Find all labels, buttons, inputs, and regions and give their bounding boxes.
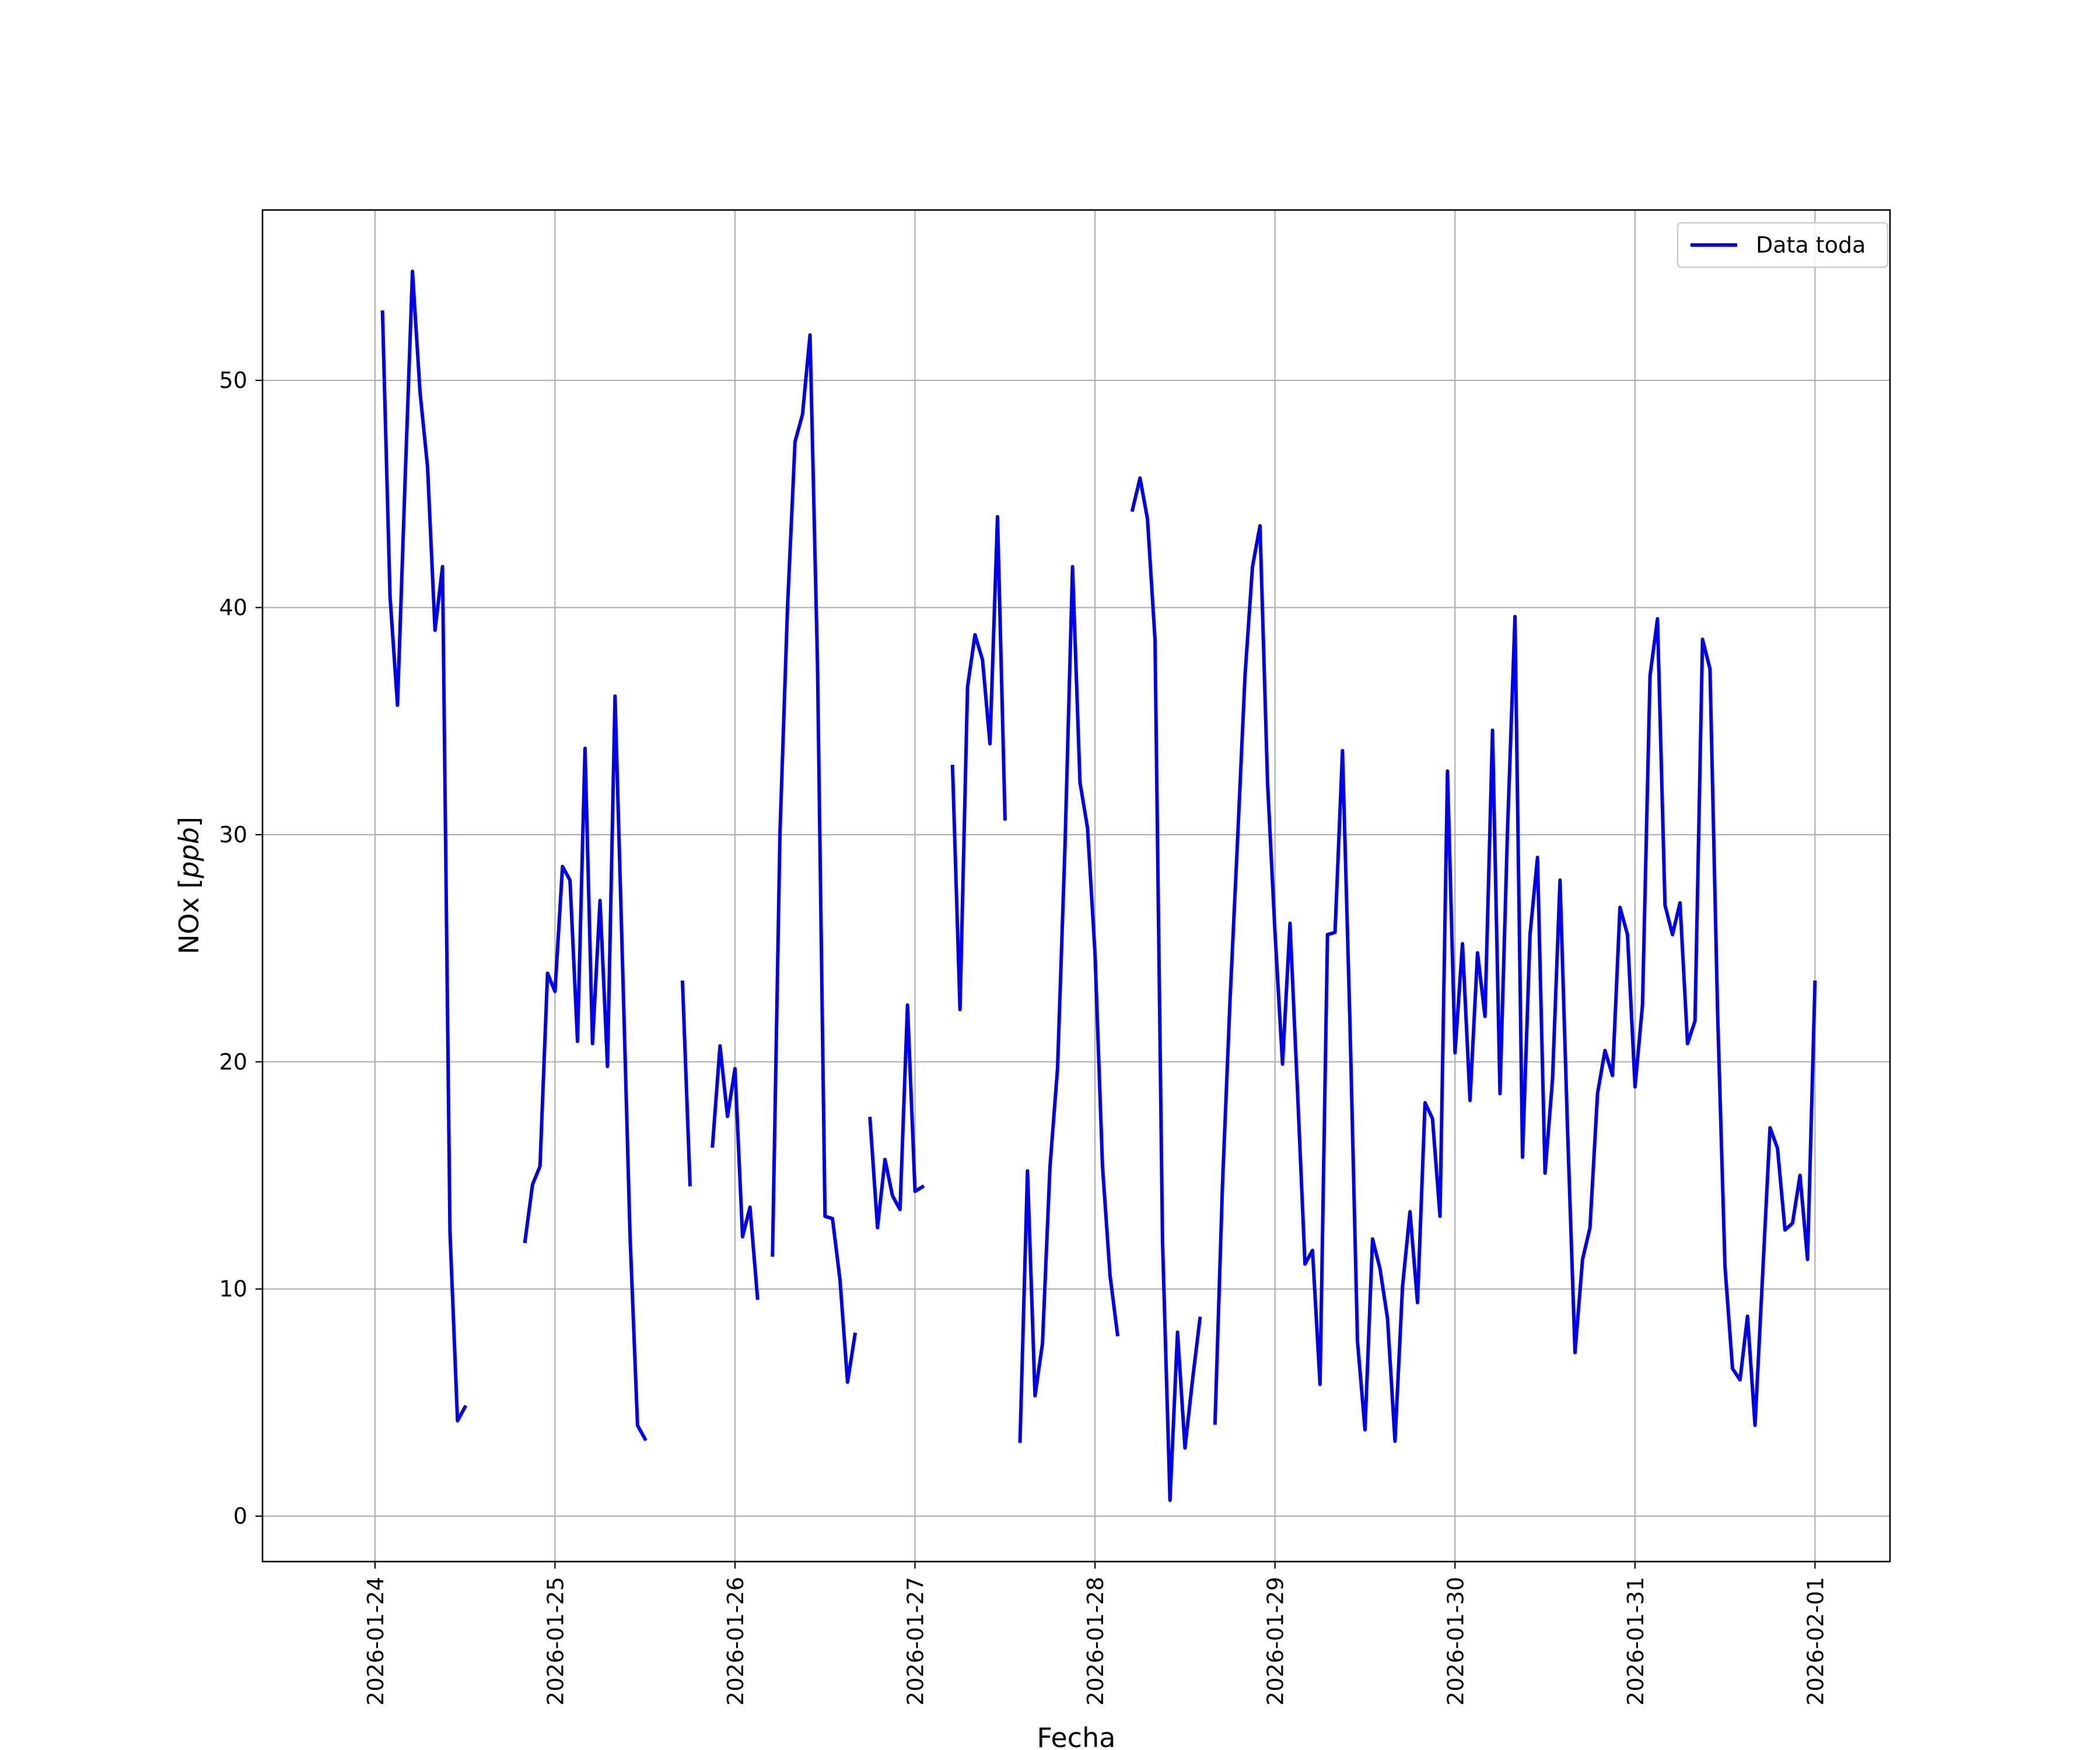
x-tick-label: 2026-01-28: [1083, 1577, 1108, 1706]
x-tick-label: 2026-01-31: [1623, 1577, 1648, 1706]
y-axis-ticks: 0 10 20 30 40 50: [219, 368, 262, 1529]
x-tick-label: 2026-02-01: [1803, 1577, 1828, 1706]
series-line-segment: [710, 1044, 760, 1300]
x-axis-ticks: 2026-01-24 2026-01-25 2026-01-26 2026-01-27…: [363, 1562, 1828, 1706]
x-tick-label: 2026-01-30: [1443, 1577, 1468, 1706]
legend-label: Data toda: [1756, 232, 1866, 258]
x-axis-title: Fecha: [1037, 1722, 1116, 1750]
series-line-segment: [868, 1003, 925, 1230]
grid-lines: [262, 210, 1890, 1562]
y-axis-title: NOx [ppb]: [173, 817, 205, 954]
legend: Data toda: [1676, 222, 1889, 268]
legend-box: [1676, 222, 1889, 268]
x-tick-label: 2026-01-29: [1263, 1577, 1289, 1706]
series-data-toda: [380, 270, 1817, 1502]
series-line-segment: [680, 980, 692, 1186]
x-tick-label: 2026-01-24: [363, 1577, 388, 1706]
series-line-segment: [1213, 524, 1817, 1443]
series-line-segment: [380, 270, 468, 1423]
plot-area-background: [262, 210, 1890, 1562]
y-axis-title-bracket-close: ]: [173, 817, 205, 827]
y-tick-label: 30: [219, 822, 247, 848]
y-tick-label: 50: [219, 368, 247, 393]
series-line-segment: [950, 514, 1007, 1012]
x-tick-label: 2026-01-27: [903, 1577, 929, 1706]
series-line-segment: [771, 333, 858, 1384]
y-axis-title-main: NOx: [173, 889, 205, 954]
x-tick-label: 2026-01-26: [723, 1577, 748, 1706]
y-axis-title-bracket-open: [: [173, 878, 205, 889]
series-line-segment: [1018, 565, 1120, 1443]
series-line-segment: [523, 694, 648, 1441]
y-tick-label: 20: [219, 1049, 247, 1074]
y-axis-title-unit: ppb: [173, 827, 205, 879]
x-tick-label: 2026-01-25: [542, 1577, 568, 1706]
y-tick-label: 0: [233, 1503, 247, 1529]
y-tick-label: 10: [219, 1276, 247, 1302]
series-line-segment: [1130, 476, 1202, 1502]
plot-area-frame: [261, 209, 1891, 1563]
y-tick-label: 40: [219, 594, 247, 620]
